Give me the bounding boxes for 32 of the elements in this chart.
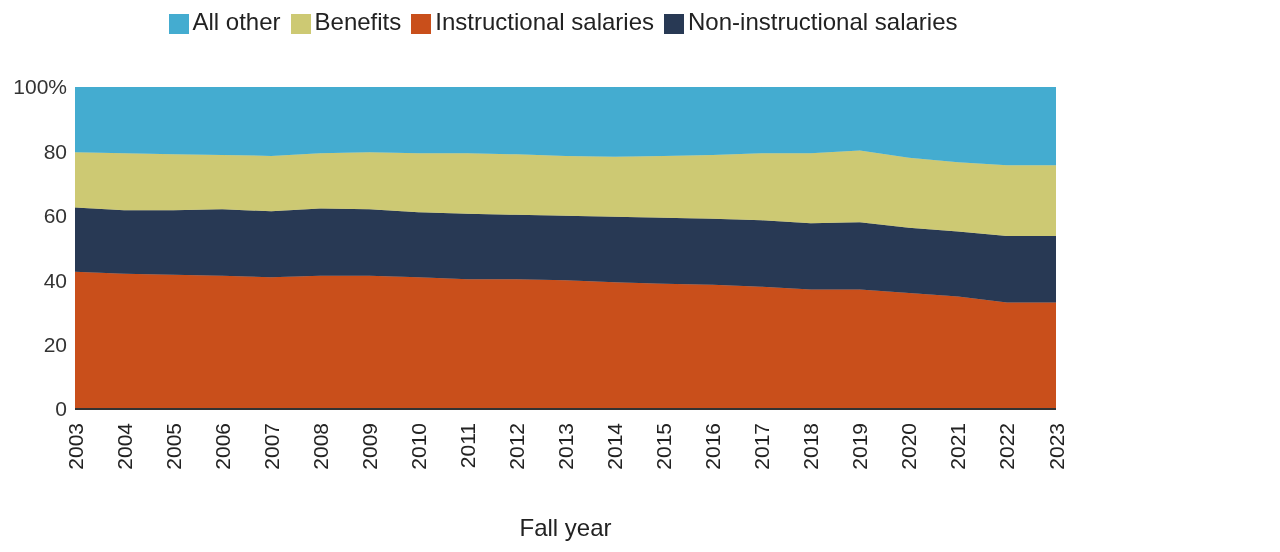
x-tick-label: 2016	[701, 423, 725, 470]
y-tick-label: 40	[43, 268, 67, 292]
x-tick-label: 2023	[1044, 423, 1068, 470]
x-tick-label: 2010	[406, 423, 430, 470]
x-tick-label: 2007	[259, 423, 283, 470]
x-tick-label: 2015	[652, 423, 676, 470]
y-tick-label: 80	[43, 139, 67, 163]
x-tick-label: 2021	[946, 423, 970, 470]
legend-label: Non-instructional salaries	[688, 8, 958, 35]
y-tick-label: 0	[55, 397, 67, 421]
legend-label: Instructional salaries	[435, 8, 655, 35]
x-tick-label: 2005	[161, 423, 185, 470]
x-tick-label: 2018	[799, 423, 823, 470]
legend-label: All other	[192, 8, 281, 35]
x-tick-label: 2020	[897, 423, 921, 470]
x-tick-label: 2009	[357, 423, 381, 470]
x-axis-title: Fall year	[519, 514, 612, 541]
x-tick-label: 2006	[210, 423, 234, 470]
x-tick-label: 2014	[603, 422, 627, 470]
x-tick-label: 2004	[112, 422, 136, 470]
x-tick-label: 2008	[308, 423, 332, 470]
x-tick-label: 2003	[63, 423, 87, 470]
x-tick-label: 2013	[554, 423, 577, 470]
y-tick-label: 60	[43, 204, 67, 228]
x-tick-label: 2012	[504, 423, 528, 470]
x-tick-label: 2019	[848, 423, 872, 470]
y-tick-label: 20	[43, 333, 67, 357]
y-tick-label: 100%	[13, 75, 67, 99]
x-tick-label: 2022	[995, 423, 1019, 470]
x-tick-label: 2011	[455, 423, 479, 469]
legend-label: Benefits	[314, 8, 402, 35]
x-tick-label: 2017	[750, 423, 774, 470]
